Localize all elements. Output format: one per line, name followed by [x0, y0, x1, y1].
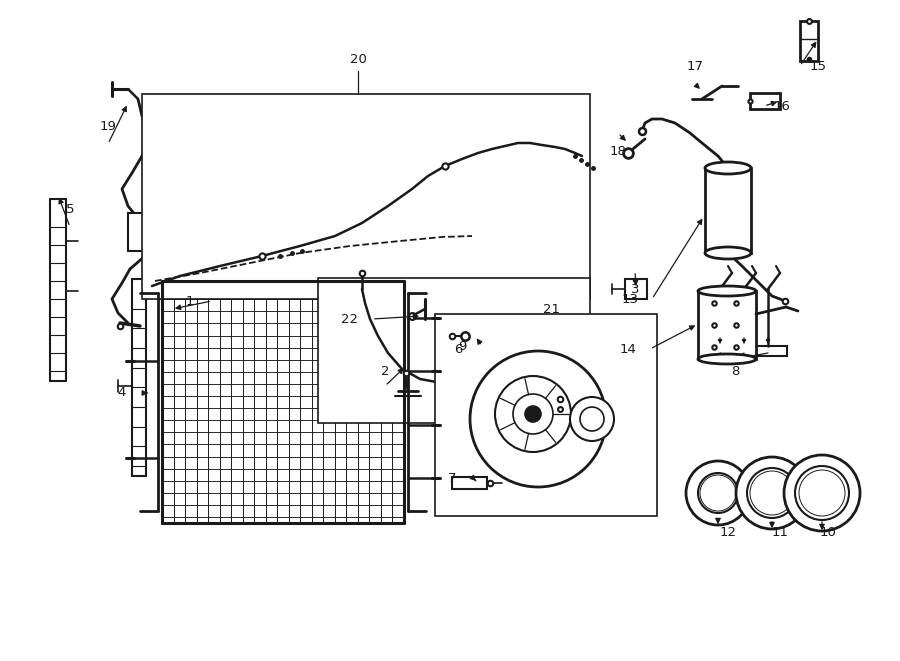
Text: 16: 16 — [774, 100, 790, 112]
Bar — [142, 94, 590, 299]
Text: 4: 4 — [118, 387, 126, 399]
Circle shape — [525, 406, 541, 422]
Text: 22: 22 — [341, 313, 358, 325]
Bar — [705, 168, 751, 253]
Circle shape — [803, 474, 841, 512]
Text: 12: 12 — [719, 527, 736, 539]
Bar — [128, 213, 150, 251]
Circle shape — [754, 475, 790, 511]
Circle shape — [750, 471, 794, 515]
Ellipse shape — [705, 162, 751, 174]
Text: 7: 7 — [447, 473, 456, 485]
Circle shape — [513, 394, 553, 434]
Circle shape — [807, 478, 837, 508]
Bar — [800, 21, 818, 61]
Text: 9: 9 — [458, 340, 466, 352]
Text: 19: 19 — [100, 120, 116, 132]
Text: 13: 13 — [622, 293, 638, 305]
Text: 17: 17 — [687, 59, 704, 73]
Circle shape — [747, 468, 797, 518]
Text: 15: 15 — [809, 59, 826, 73]
Circle shape — [580, 407, 604, 431]
Ellipse shape — [698, 286, 756, 296]
Bar — [318, 278, 590, 423]
Circle shape — [570, 397, 614, 441]
Text: 10: 10 — [820, 527, 836, 539]
Text: 18: 18 — [609, 145, 626, 157]
Text: 8: 8 — [731, 364, 739, 377]
Circle shape — [495, 376, 571, 452]
Text: 1: 1 — [185, 295, 194, 307]
Text: 21: 21 — [544, 303, 561, 315]
Bar — [625, 279, 647, 299]
Circle shape — [686, 461, 750, 525]
Bar — [698, 291, 756, 359]
Circle shape — [708, 483, 728, 503]
Ellipse shape — [705, 247, 751, 259]
Text: 6: 6 — [454, 342, 463, 356]
Text: 5: 5 — [66, 202, 74, 215]
Circle shape — [470, 351, 606, 487]
Bar — [435, 314, 657, 516]
Circle shape — [784, 455, 860, 531]
Text: 20: 20 — [349, 52, 366, 65]
Circle shape — [757, 478, 787, 508]
Circle shape — [698, 473, 738, 513]
Text: 11: 11 — [771, 527, 788, 539]
Circle shape — [700, 475, 736, 511]
Ellipse shape — [698, 354, 756, 364]
Bar — [712, 346, 787, 356]
Text: 3: 3 — [631, 282, 639, 295]
Circle shape — [704, 479, 732, 507]
Text: 2: 2 — [381, 364, 389, 377]
Circle shape — [795, 466, 849, 520]
Bar — [750, 93, 780, 109]
Bar — [452, 477, 487, 489]
Text: 14: 14 — [619, 342, 636, 356]
Circle shape — [736, 457, 808, 529]
Circle shape — [799, 470, 845, 516]
